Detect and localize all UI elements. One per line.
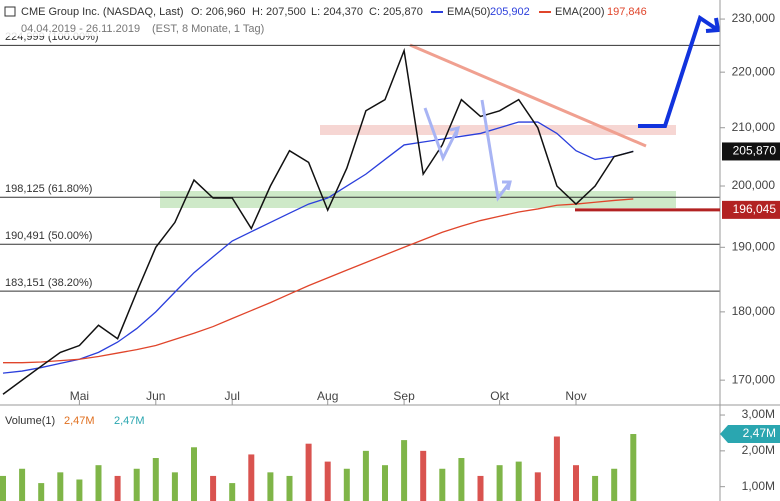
header-title: CME Group Inc. (NASDAQ, Last): [21, 6, 184, 18]
volume-bar: [229, 483, 236, 501]
y-tick-label: 1,00M: [742, 479, 775, 493]
volume-bar: [515, 461, 522, 501]
ema-line: [3, 198, 634, 364]
support-zone: [160, 191, 676, 208]
volume-bar: [553, 436, 560, 501]
volume-bar: [477, 475, 484, 501]
volume-bar: [286, 475, 293, 501]
ema-line: [2, 121, 634, 374]
volume-bar: [573, 465, 579, 501]
volume-bar: [439, 468, 446, 501]
volume-bar: [38, 483, 45, 501]
volume-bar: [248, 454, 255, 501]
level-label: 183,151 (38.20%): [5, 277, 92, 289]
volume-bar: [133, 468, 140, 501]
volume-value: 2,47M: [64, 415, 95, 427]
volume-bar: [19, 468, 26, 501]
volume-bar: [401, 440, 408, 501]
volume-bar: [420, 450, 427, 501]
x-tick-label: Jul: [225, 389, 240, 403]
volume-bar: [534, 472, 541, 501]
legend-value: 197,846: [607, 6, 647, 18]
volume-bar: [630, 434, 637, 501]
legend-label: EMA(200): [555, 6, 605, 18]
arrow: [423, 107, 460, 162]
header-open: O: 206,960: [191, 6, 245, 18]
volume-bar: [171, 472, 178, 501]
x-tick-label: Sep: [393, 389, 415, 403]
resistance-zone: [320, 125, 676, 135]
x-tick-label: Nov: [565, 389, 586, 403]
volume-bar: [592, 475, 599, 501]
y-tick-label: 230,000: [732, 11, 776, 25]
legend-label: EMA(50): [447, 6, 490, 18]
y-tick-label: 2,00M: [742, 443, 775, 457]
y-tick-label: 170,000: [732, 372, 776, 386]
x-tick-label: Aug: [317, 389, 338, 403]
price-badge: [722, 142, 780, 161]
level-label: 190,491 (50.00%): [5, 230, 92, 242]
volume-bar: [305, 443, 312, 501]
x-tick-label: Okt: [490, 389, 509, 403]
volume-bar: [57, 472, 64, 501]
volume-bar: [362, 450, 369, 501]
y-tick-label: 210,000: [732, 120, 776, 134]
arrow: [480, 99, 512, 202]
arrow-head: [449, 125, 461, 137]
volume-bar: [267, 472, 274, 501]
trend-line: [409, 43, 647, 148]
header-low: L: 204,370: [311, 6, 363, 18]
volume-badge: [720, 425, 780, 444]
arrow-head: [502, 180, 512, 191]
volume-bar: [191, 447, 197, 501]
volume-bar: [382, 465, 388, 501]
y-tick-label: 180,000: [732, 304, 776, 318]
volume-bar: [95, 465, 102, 501]
volume-bar: [76, 479, 83, 501]
forecast-arrow: [638, 14, 720, 128]
volume-bar: [152, 458, 159, 501]
y-tick-label: 220,000: [732, 64, 776, 78]
header-info: (EST, 8 Monate, 1 Tag): [152, 23, 264, 35]
volume-bar: [343, 468, 350, 501]
x-tick-label: Mai: [70, 389, 89, 403]
forecast-arrow-head: [705, 17, 721, 33]
x-tick-label: Jun: [146, 389, 165, 403]
volume-bar: [210, 475, 217, 501]
volume-bar: [0, 475, 6, 501]
header-range: 04.04.2019 - 26.11.2019: [21, 23, 140, 35]
legend-value: 205,902: [490, 6, 530, 18]
icon: [4, 6, 16, 17]
y-tick-label: 190,000: [732, 239, 776, 253]
header-close: C: 205,870: [369, 6, 423, 18]
volume-badge-label: 2,47M: [743, 426, 776, 440]
volume-value: 2,47M: [114, 415, 145, 427]
volume-bar: [496, 465, 503, 501]
price-badge-label: 196,045: [733, 202, 777, 216]
header-bg: [0, 0, 640, 36]
level-label: 198,125 (61.80%): [5, 183, 92, 195]
header-high: H: 207,500: [252, 6, 306, 18]
volume-bar: [611, 468, 618, 501]
price-badge-label: 205,870: [733, 144, 777, 158]
plot-area: 224,999 (100.00%)198,125 (61.80%)190,491…: [0, 31, 720, 395]
volume-bar: [114, 475, 121, 501]
price-line: [2, 47, 634, 395]
y-tick-label: 200,000: [732, 178, 776, 192]
volume-bar: [324, 461, 331, 501]
volume-title: Volume(1): [5, 415, 55, 427]
volume-bar: [458, 458, 465, 501]
price-badge: [722, 200, 780, 219]
y-tick-label: 3,00M: [742, 407, 775, 421]
